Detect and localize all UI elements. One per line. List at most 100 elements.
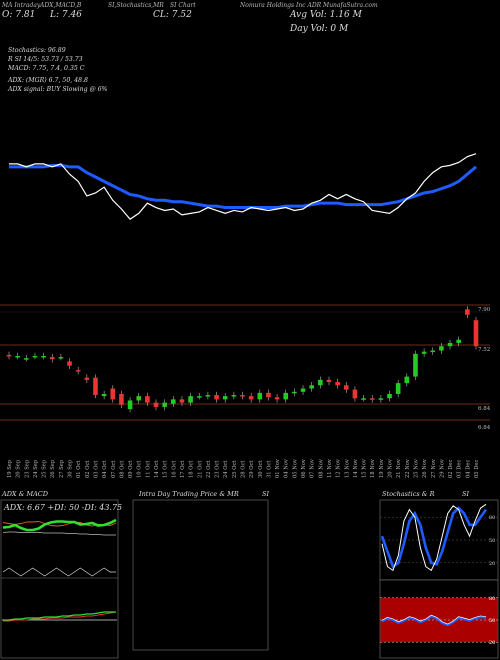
ma-slow-line <box>9 163 477 210</box>
candle-body <box>465 309 470 315</box>
candle-body <box>153 402 159 407</box>
candle-body <box>101 393 107 397</box>
adx-signal-readout: ADX signal: BUY Slowing @ 6% <box>8 86 108 93</box>
stoch-title: Stochastics & R <box>382 490 435 498</box>
candle-body <box>387 393 392 399</box>
date-label: 18 Nov <box>370 459 376 478</box>
date-label: 10 Oct <box>137 460 143 478</box>
adx-plus-di-line <box>2 518 117 532</box>
candle-body <box>318 379 323 386</box>
candle-body <box>75 370 81 372</box>
date-label: 18 Oct <box>189 460 195 478</box>
date-label: 23 Oct <box>215 460 221 478</box>
stochastics-readout: Stochastics: 96.89 <box>8 47 66 54</box>
date-label: 22 Nov <box>405 459 411 478</box>
candle-body <box>58 357 64 359</box>
adx-line <box>2 531 116 536</box>
candle-body <box>248 396 254 400</box>
intraday-si-label: SI <box>262 490 270 498</box>
candle-body <box>23 358 29 360</box>
mrsi-line <box>381 614 487 625</box>
rsi-level-label: 50 <box>489 618 495 624</box>
candle-body <box>119 393 124 405</box>
date-label: 21 Nov <box>396 459 402 478</box>
date-label: 26 Nov <box>422 459 428 478</box>
avg-vol-label: Avg Vol: 1.16 M <box>290 10 362 20</box>
intraday-title: Intra Day Trading Price & MR <box>139 490 239 498</box>
price-level-label: 7.52 <box>478 347 490 353</box>
price-level-label: 6.84 <box>478 406 491 412</box>
date-label: 09 Oct <box>128 460 134 478</box>
date-label: 11 Nov <box>327 459 333 478</box>
candle-body <box>439 346 444 351</box>
candle-body <box>84 377 90 380</box>
date-label: 02 Oct <box>85 460 91 478</box>
candle-body <box>67 361 72 366</box>
date-label: 13 Nov <box>344 459 350 478</box>
adx-macd-title: ADX & MACD <box>2 490 48 498</box>
candle-body <box>6 354 12 357</box>
date-label: 03 Dec <box>457 460 463 478</box>
date-label: 19 Sep <box>7 459 13 478</box>
day-vol-label: Day Vol: 0 M <box>290 24 349 34</box>
adx-oscillator-line <box>2 567 116 577</box>
candle-body <box>171 399 176 404</box>
date-label: 14 Oct <box>154 460 160 478</box>
candle-body <box>110 388 116 400</box>
date-label: 05 Dec <box>474 460 480 478</box>
candle-body <box>404 376 410 384</box>
top-item-2: ADX,MACD,B <box>40 2 82 9</box>
open-label: O: 7.81 <box>2 10 36 20</box>
date-label: 02 Dec <box>448 460 454 478</box>
date-label: 30 Sep <box>68 459 74 478</box>
candle-body <box>41 355 46 358</box>
date-label: 08 Nov <box>318 459 324 478</box>
date-label: 03 Oct <box>93 460 99 478</box>
candle-body <box>15 355 20 358</box>
date-label: 27 Nov <box>431 459 437 478</box>
stoch-si-label: SI <box>462 490 470 498</box>
candle-body <box>473 320 479 347</box>
date-label: 04 Nov <box>284 459 290 478</box>
ma-fast-line <box>9 153 477 220</box>
date-label: 24 Oct <box>223 460 229 478</box>
candle-body <box>361 398 366 400</box>
candle-body <box>447 342 453 347</box>
date-label: 24 Sep <box>33 459 39 478</box>
candle-body <box>32 355 38 358</box>
candle-body <box>231 395 237 397</box>
top-item-1: MA Intraday <box>2 2 41 9</box>
date-label: 21 Oct <box>197 460 203 478</box>
candle-body <box>378 398 384 400</box>
date-label: 26 Sep <box>50 459 56 478</box>
candle-body <box>274 397 280 400</box>
intraday-panel <box>132 499 269 651</box>
close-label: CL: 7.52 <box>153 10 192 20</box>
date-label: 20 Nov <box>388 459 394 478</box>
adx-readout-text: ADX: 6.67 +DI: 50 -DI: 43.75 <box>3 503 122 512</box>
date-label: 29 Oct <box>249 460 255 478</box>
macd-signal-line <box>3 611 117 622</box>
candle-body <box>369 398 375 400</box>
date-label: 15 Nov <box>362 459 368 478</box>
candle-body <box>222 396 228 400</box>
candle-body <box>430 350 436 353</box>
candle-body <box>292 391 297 394</box>
stoch-k-line <box>381 503 487 572</box>
date-label: 04 Dec <box>465 460 471 478</box>
candle-body <box>214 395 219 400</box>
price-level-label: 6.84 <box>478 425 491 431</box>
candle-body <box>326 379 332 383</box>
top-item-3: SI,Stochastics,MR <box>108 2 164 9</box>
date-label: 15 Oct <box>163 460 169 478</box>
candle-body <box>162 402 167 407</box>
indicator-readouts: Stochastics: 96.89 R SI 14/5: 53.73 / 53… <box>8 46 108 94</box>
macd-line <box>3 611 116 621</box>
candle-body <box>49 357 55 360</box>
top-item-4: SI Chart <box>170 2 196 9</box>
candle-body <box>188 396 193 403</box>
date-label: 08 Oct <box>119 460 125 478</box>
date-label: 29 Nov <box>439 459 445 478</box>
rsi-readout: R SI 14/5: 53.73 / 53.73 <box>8 56 83 63</box>
date-label: 05 Nov <box>292 459 298 478</box>
